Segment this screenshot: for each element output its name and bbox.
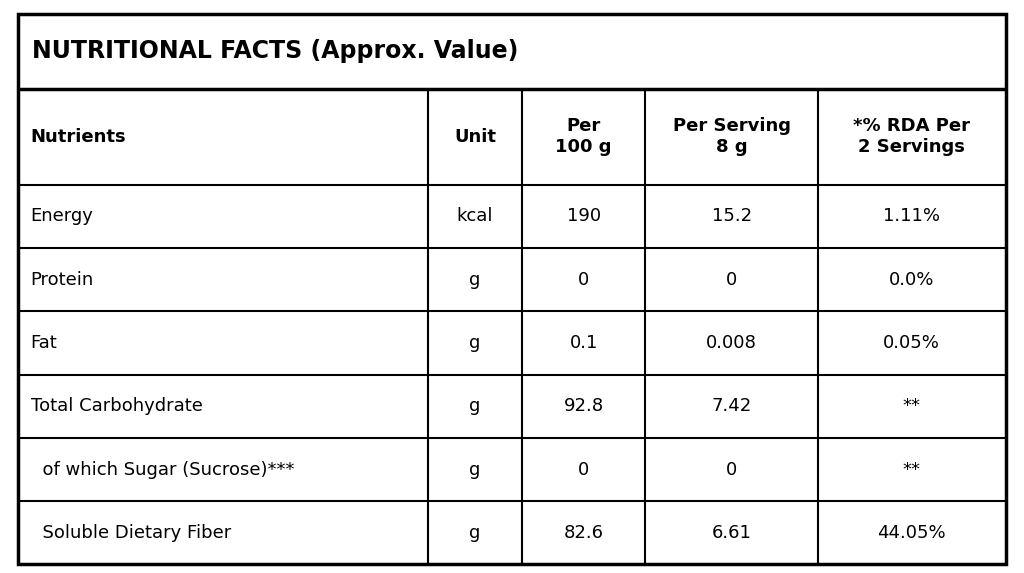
Text: 0.008: 0.008 xyxy=(707,334,757,352)
Text: Fat: Fat xyxy=(31,334,57,352)
Text: 0: 0 xyxy=(578,270,589,289)
Text: g: g xyxy=(469,397,480,415)
Text: 7.42: 7.42 xyxy=(712,397,752,415)
Text: Energy: Energy xyxy=(31,207,93,226)
Text: *% RDA Per
2 Servings: *% RDA Per 2 Servings xyxy=(853,117,971,156)
Text: 82.6: 82.6 xyxy=(563,524,603,542)
Text: g: g xyxy=(469,524,480,542)
Text: kcal: kcal xyxy=(457,207,494,226)
Text: Nutrients: Nutrients xyxy=(31,128,126,146)
Text: Per Serving
8 g: Per Serving 8 g xyxy=(673,117,791,156)
Text: of which Sugar (Sucrose)***: of which Sugar (Sucrose)*** xyxy=(31,461,294,478)
Text: 0: 0 xyxy=(578,461,589,478)
Text: 6.61: 6.61 xyxy=(712,524,752,542)
Text: Soluble Dietary Fiber: Soluble Dietary Fiber xyxy=(31,524,231,542)
Text: 44.05%: 44.05% xyxy=(878,524,946,542)
Text: 0: 0 xyxy=(726,461,737,478)
Text: Per
100 g: Per 100 g xyxy=(555,117,611,156)
Text: **: ** xyxy=(903,397,921,415)
Text: NUTRITIONAL FACTS (Approx. Value): NUTRITIONAL FACTS (Approx. Value) xyxy=(32,40,518,64)
Text: 0.05%: 0.05% xyxy=(884,334,940,352)
Text: g: g xyxy=(469,270,480,289)
Text: g: g xyxy=(469,461,480,478)
Text: 92.8: 92.8 xyxy=(563,397,603,415)
Text: 0: 0 xyxy=(726,270,737,289)
Text: 0.0%: 0.0% xyxy=(889,270,935,289)
Text: Total Carbohydrate: Total Carbohydrate xyxy=(31,397,203,415)
Text: **: ** xyxy=(903,461,921,478)
Text: g: g xyxy=(469,334,480,352)
Text: 1.11%: 1.11% xyxy=(884,207,940,226)
Text: 190: 190 xyxy=(566,207,601,226)
Text: Protein: Protein xyxy=(31,270,94,289)
Text: 15.2: 15.2 xyxy=(712,207,752,226)
Text: 0.1: 0.1 xyxy=(569,334,598,352)
Text: Unit: Unit xyxy=(454,128,496,146)
